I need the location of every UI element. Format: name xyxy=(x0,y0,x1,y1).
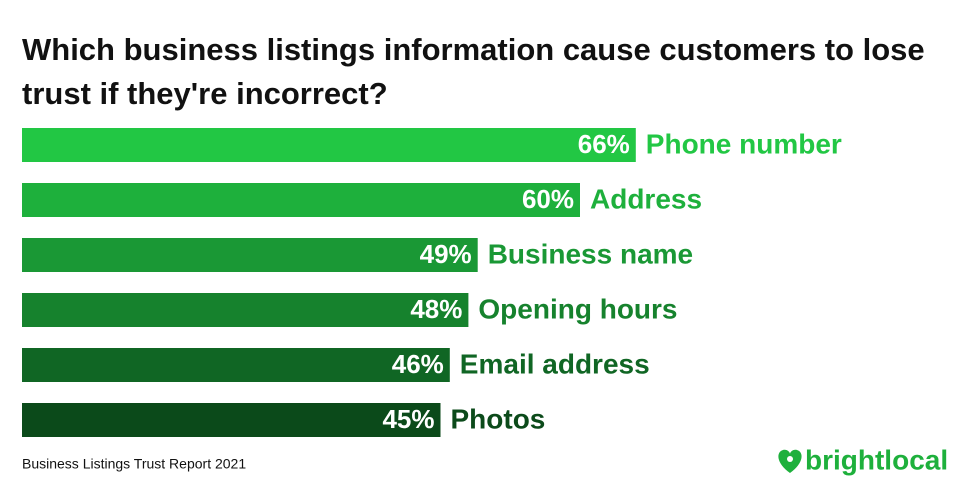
source-note: Business Listings Trust Report 2021 xyxy=(22,456,246,472)
bar xyxy=(22,293,469,327)
category-label: Opening hours xyxy=(478,293,677,324)
value-label: 45% xyxy=(382,404,434,434)
value-label: 46% xyxy=(392,349,444,379)
category-label: Address xyxy=(590,183,702,214)
value-label: 60% xyxy=(522,184,574,214)
category-label: Email address xyxy=(460,348,650,379)
value-label: 49% xyxy=(420,239,472,269)
bar xyxy=(22,238,478,272)
value-label: 66% xyxy=(578,129,630,159)
bar xyxy=(22,403,441,437)
bar xyxy=(22,183,580,217)
category-label: Photos xyxy=(451,403,546,434)
category-label: Phone number xyxy=(646,128,842,159)
brand-icon-dot xyxy=(787,456,793,462)
value-label: 48% xyxy=(410,294,462,324)
chart-title: Which business listings information caus… xyxy=(22,32,925,111)
category-label: Business name xyxy=(488,238,693,269)
bar xyxy=(22,348,450,382)
bar xyxy=(22,128,636,162)
brand-logo: brightlocal xyxy=(805,444,948,475)
